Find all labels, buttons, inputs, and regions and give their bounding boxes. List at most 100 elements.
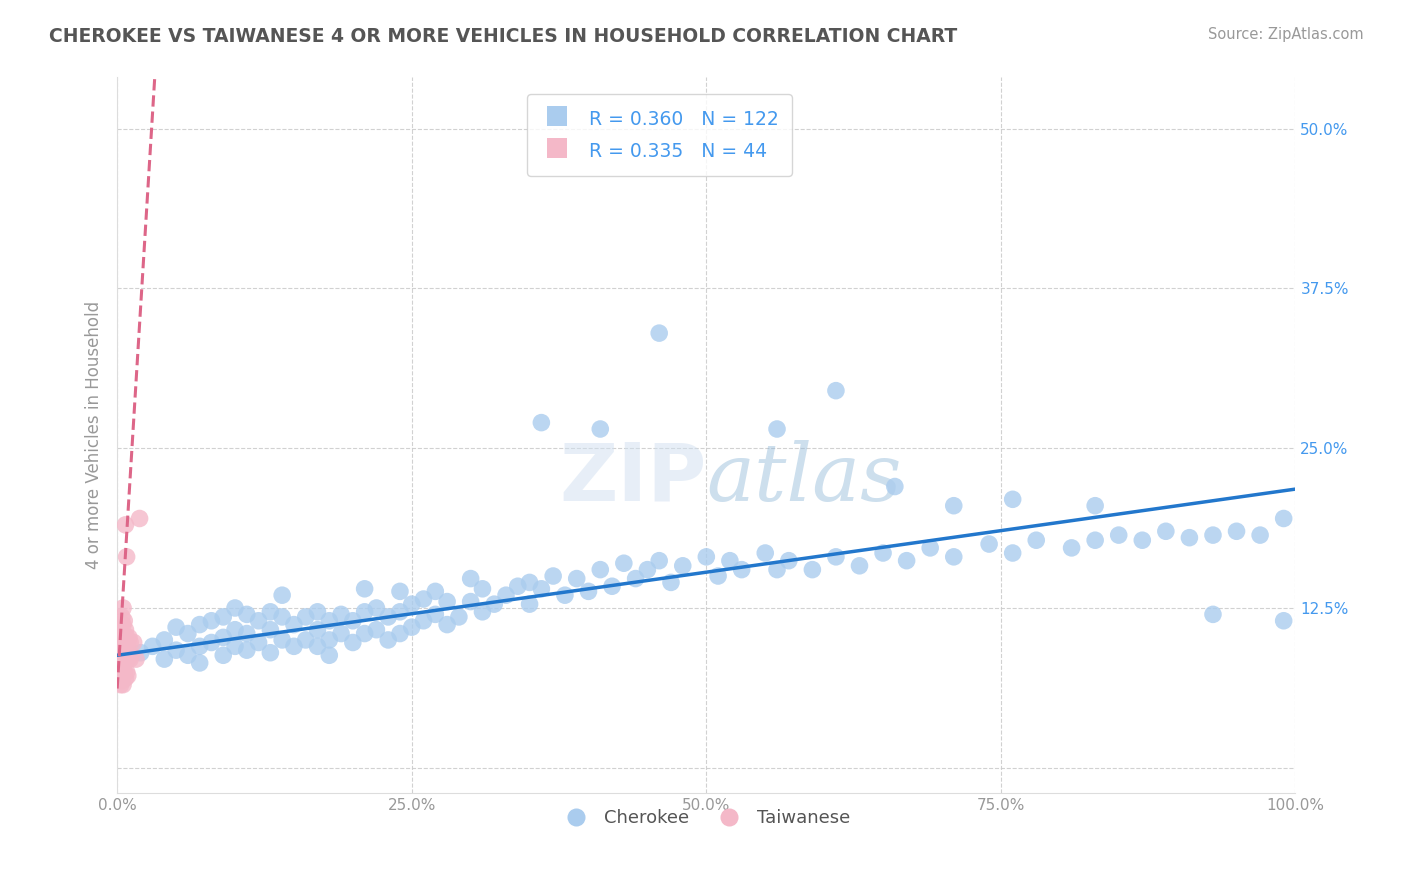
Point [120, 648, 142, 663]
Point [565, 572, 588, 586]
Point [778, 554, 800, 568]
Point [114, 623, 136, 637]
Point [236, 626, 259, 640]
Point [353, 626, 375, 640]
Point [128, 511, 150, 525]
Point [377, 632, 399, 647]
Point [1084, 499, 1107, 513]
Point [896, 554, 918, 568]
Point [114, 671, 136, 685]
Point [188, 617, 211, 632]
Point [1272, 614, 1295, 628]
Point [353, 605, 375, 619]
Point [388, 584, 411, 599]
Point [447, 610, 470, 624]
Point [120, 652, 142, 666]
Point [1154, 524, 1177, 539]
Text: Source: ZipAtlas.com: Source: ZipAtlas.com [1208, 27, 1364, 42]
Point [766, 563, 789, 577]
Text: CHEROKEE VS TAIWANESE 4 OR MORE VEHICLES IN HOUSEHOLD CORRELATION CHART: CHEROKEE VS TAIWANESE 4 OR MORE VEHICLES… [49, 27, 957, 45]
Point [236, 607, 259, 622]
Point [977, 537, 1000, 551]
Point [307, 640, 329, 654]
Point [648, 554, 671, 568]
Point [801, 563, 824, 577]
Point [825, 549, 848, 564]
Point [648, 326, 671, 340]
Point [200, 635, 222, 649]
Point [294, 610, 316, 624]
Point [259, 646, 281, 660]
Point [112, 678, 135, 692]
Point [484, 597, 506, 611]
Point [377, 610, 399, 624]
Point [942, 549, 965, 564]
Point [115, 665, 138, 679]
Point [942, 499, 965, 513]
Point [330, 607, 353, 622]
Point [695, 549, 717, 564]
Point [388, 626, 411, 640]
Point [412, 592, 434, 607]
Point [754, 546, 776, 560]
Point [117, 652, 139, 666]
Point [108, 648, 131, 663]
Point [554, 588, 576, 602]
Point [283, 640, 305, 654]
Point [672, 558, 695, 573]
Point [271, 610, 294, 624]
Point [1225, 524, 1247, 539]
Point [519, 575, 541, 590]
Point [120, 635, 142, 649]
Point [624, 572, 647, 586]
Point [271, 632, 294, 647]
Point [613, 556, 636, 570]
Point [530, 582, 553, 596]
Point [110, 652, 132, 666]
Point [307, 623, 329, 637]
Point [114, 635, 136, 649]
Point [110, 617, 132, 632]
Point [659, 575, 682, 590]
Point [1178, 531, 1201, 545]
Point [236, 643, 259, 657]
Point [388, 605, 411, 619]
Point [872, 546, 894, 560]
Point [519, 597, 541, 611]
Point [115, 549, 138, 564]
Point [118, 648, 141, 663]
Point [1084, 533, 1107, 548]
Point [112, 669, 135, 683]
Point [541, 569, 564, 583]
Point [112, 665, 135, 679]
Point [707, 569, 730, 583]
Point [436, 594, 458, 608]
Point [177, 626, 200, 640]
Point [318, 632, 340, 647]
Point [436, 617, 458, 632]
Point [342, 635, 364, 649]
Legend: Cherokee, Taiwanese: Cherokee, Taiwanese [555, 802, 858, 834]
Point [600, 579, 623, 593]
Point [224, 601, 246, 615]
Point [115, 648, 138, 663]
Point [111, 673, 134, 688]
Point [112, 614, 135, 628]
Point [247, 635, 270, 649]
Point [108, 665, 131, 679]
Point [825, 384, 848, 398]
Point [200, 614, 222, 628]
Point [153, 652, 176, 666]
Point [920, 541, 942, 555]
Point [212, 631, 235, 645]
Point [506, 579, 529, 593]
Point [578, 584, 600, 599]
Point [460, 594, 482, 608]
Point [401, 620, 423, 634]
Point [307, 605, 329, 619]
Point [495, 588, 517, 602]
Point [271, 588, 294, 602]
Point [122, 635, 145, 649]
Point [141, 640, 163, 654]
Point [883, 479, 905, 493]
